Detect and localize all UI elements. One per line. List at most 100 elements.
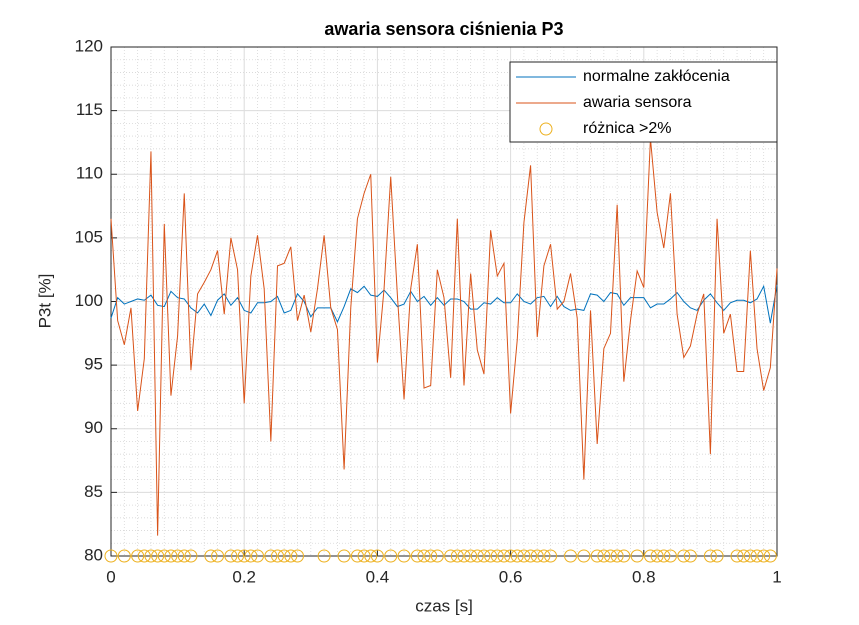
marker — [510, 549, 524, 563]
marker — [757, 549, 771, 563]
y-tick-label: 95 — [84, 355, 103, 374]
marker — [610, 549, 624, 563]
marker — [743, 549, 757, 563]
line-series — [110, 138, 778, 536]
chart-title: awaria sensora ciśnienia P3 — [324, 19, 563, 39]
marker — [530, 549, 544, 563]
marker — [470, 549, 484, 563]
marker — [271, 549, 284, 563]
marker — [237, 549, 251, 563]
x-tick-label: 0.4 — [366, 567, 390, 586]
legend-box — [509, 61, 778, 143]
marker — [204, 549, 218, 563]
marker — [477, 549, 491, 563]
marker — [524, 549, 538, 563]
marker — [643, 549, 657, 563]
marker — [177, 549, 191, 563]
marker — [444, 549, 458, 563]
marker — [677, 549, 691, 563]
marker — [497, 549, 511, 563]
marker — [450, 549, 464, 563]
x-tick-label: 0.8 — [632, 567, 656, 586]
marker — [357, 549, 371, 563]
marker — [577, 549, 591, 563]
marker — [337, 549, 351, 563]
x-axis-label: czas [s] — [415, 596, 473, 615]
marker — [590, 549, 604, 563]
marker — [730, 549, 744, 563]
marker — [231, 549, 245, 563]
marker — [410, 549, 424, 563]
marker — [211, 549, 225, 563]
marker — [663, 549, 677, 563]
marker — [490, 549, 504, 563]
marker — [537, 549, 551, 563]
marker — [417, 549, 431, 563]
marker — [364, 549, 378, 563]
marker — [184, 549, 198, 563]
legend-marker — [539, 122, 553, 136]
legend-label: różnica >2% — [583, 120, 672, 137]
marker — [284, 549, 298, 563]
marker — [630, 549, 644, 563]
marker — [430, 549, 444, 563]
y-tick-label: 105 — [75, 227, 103, 246]
y-axis-label: P3t [%] — [35, 274, 54, 329]
marker — [763, 549, 777, 563]
marker — [517, 549, 531, 563]
x-tick-label: 0.6 — [499, 567, 523, 586]
marker — [131, 549, 145, 563]
marker — [484, 549, 498, 563]
x-tick-label: 0.2 — [232, 567, 256, 586]
marker — [264, 549, 278, 563]
y-tick-label: 100 — [75, 291, 103, 310]
marker — [384, 549, 398, 563]
marker — [457, 549, 471, 563]
marker — [617, 549, 631, 563]
marker — [104, 549, 118, 563]
marker — [650, 549, 664, 563]
legend-label: awaria sensora — [583, 94, 692, 111]
marker — [350, 549, 364, 563]
marker — [597, 549, 611, 563]
marker — [151, 549, 165, 563]
marker — [564, 549, 578, 563]
marker — [224, 549, 238, 563]
y-tick-label: 120 — [75, 36, 103, 55]
y-tick-label: 90 — [84, 418, 103, 437]
marker — [137, 549, 151, 563]
marker — [317, 549, 331, 563]
marker — [157, 549, 171, 563]
marker — [424, 549, 438, 563]
marker — [370, 549, 384, 563]
legend-label: normalne zakłócenia — [583, 68, 730, 85]
marker — [244, 549, 258, 563]
x-tick-label: 0 — [106, 567, 115, 586]
marker — [750, 549, 764, 563]
marker — [504, 549, 518, 563]
y-tick-label: 110 — [76, 164, 103, 183]
marker — [604, 549, 617, 563]
marker — [290, 549, 304, 563]
marker — [737, 549, 751, 563]
x-tick-label: 1 — [772, 567, 781, 586]
marker — [277, 549, 291, 563]
marker — [171, 549, 185, 563]
marker — [710, 549, 724, 563]
y-tick-label: 115 — [76, 100, 103, 119]
marker — [657, 549, 671, 563]
marker — [544, 549, 558, 563]
marker — [144, 549, 158, 563]
marker — [117, 549, 131, 563]
marker — [683, 549, 697, 563]
marker — [703, 549, 717, 563]
marker — [397, 549, 411, 563]
axes-box — [110, 46, 778, 557]
marker — [464, 549, 478, 563]
y-tick-label: 85 — [84, 482, 103, 501]
y-tick-label: 80 — [84, 545, 103, 564]
marker — [251, 549, 265, 563]
marker — [164, 549, 178, 563]
